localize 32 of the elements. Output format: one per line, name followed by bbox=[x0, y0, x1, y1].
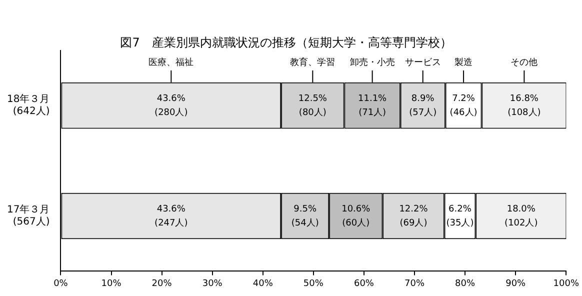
series-label: 卸売・小売 bbox=[350, 56, 395, 68]
data-label: 12.5% (80人) bbox=[298, 94, 328, 118]
series-label: サービス bbox=[404, 56, 441, 68]
series-label: 教育、学習 bbox=[290, 56, 336, 68]
y-tick-label: 17年３月 (567人) bbox=[6, 204, 50, 228]
data-label: 16.8% (108人) bbox=[508, 94, 541, 118]
series-label: 製造 bbox=[454, 56, 473, 68]
data-label: 43.6% (280人) bbox=[154, 94, 188, 118]
data-label: 11.1% (71人) bbox=[358, 94, 388, 118]
x-tick-label: 70% bbox=[404, 278, 425, 289]
series-label: 医療、福祉 bbox=[148, 56, 194, 68]
x-tick-label: 40% bbox=[252, 278, 274, 289]
data-label: 43.6% (247人) bbox=[154, 204, 188, 228]
x-tick-label: 50% bbox=[303, 278, 324, 289]
x-tick-label: 0% bbox=[54, 278, 68, 289]
y-tick-label: 18年３月 (642人) bbox=[6, 93, 50, 118]
data-label: 9.5% (54人) bbox=[291, 204, 319, 228]
x-tick-label: 10% bbox=[101, 278, 122, 289]
x-tick-label: 60% bbox=[354, 278, 374, 289]
x-tick-label: 80% bbox=[455, 278, 476, 289]
x-tick-label: 20% bbox=[152, 278, 172, 289]
x-tick-label: 30% bbox=[202, 278, 223, 289]
x-tick-label: 90% bbox=[506, 278, 526, 289]
series-label: その他 bbox=[510, 56, 538, 68]
data-label: 6.2% (35人) bbox=[446, 204, 474, 228]
data-label: 7.2% (46人) bbox=[450, 94, 478, 118]
chart-title: 図7 産業別県内就職状況の推移（短期大学・高等専門学校） bbox=[120, 35, 452, 50]
data-label: 8.9% (57人) bbox=[409, 94, 437, 118]
x-tick-label: 100% bbox=[553, 278, 580, 289]
data-label: 12.2% (69人) bbox=[399, 204, 428, 228]
data-label: 10.6% (60人) bbox=[342, 204, 371, 228]
data-label: 18.0% (102人) bbox=[504, 204, 538, 228]
